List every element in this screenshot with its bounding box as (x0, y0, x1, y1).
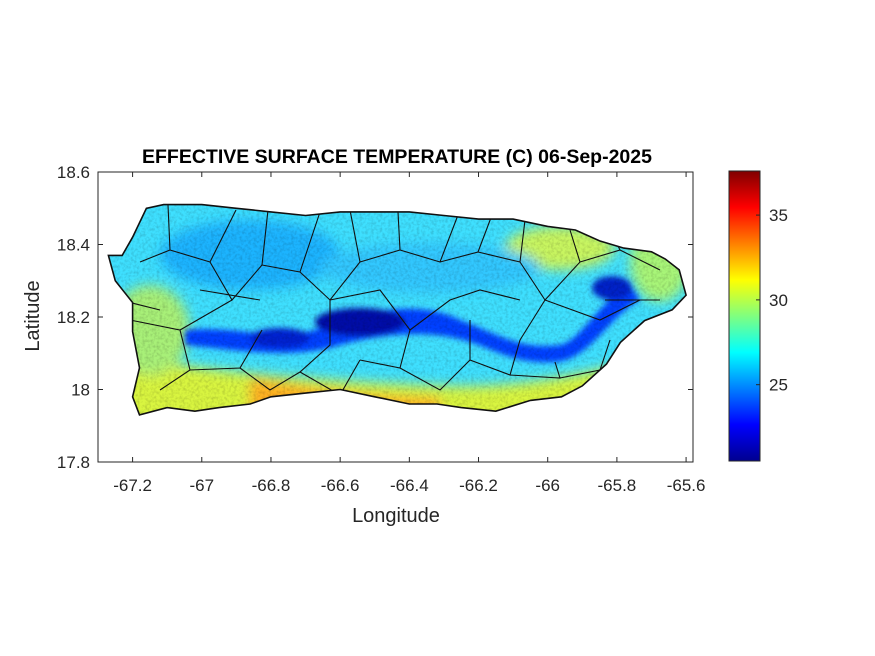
y-tick-label: 18 (71, 381, 90, 400)
y-tick-label: 18.6 (57, 163, 90, 182)
y-tick-label: 18.2 (57, 308, 90, 327)
colorbar-tick-label: 25 (769, 376, 788, 395)
x-tick-label: -66.8 (252, 476, 291, 495)
colorbar-ticks: 25 30 35 (756, 206, 788, 395)
x-axis: -67.2 -67 -66.8 -66.6 -66.4 -66.2 -66 -65.8 -65.… (113, 172, 705, 495)
x-axis-label: Longitude (352, 505, 440, 527)
y-tick-label: 17.8 (57, 453, 90, 472)
x-tick-label: -67.2 (113, 476, 152, 495)
island-outline (107, 203, 687, 416)
y-axis-label: Latitude (22, 280, 44, 351)
colorbar-tick-label: 35 (769, 206, 788, 225)
x-tick-label: -66.6 (321, 476, 360, 495)
y-axis: 17.8 18 18.2 18.4 18.6 (57, 163, 693, 472)
chart-title: EFFECTIVE SURFACE TEMPERATURE (C) 06-Sep… (142, 146, 652, 168)
x-tick-label: -66.2 (459, 476, 498, 495)
x-tick-label: -65.6 (667, 476, 706, 495)
x-tick-label: -66 (535, 476, 560, 495)
x-tick-label: -65.8 (598, 476, 637, 495)
x-tick-label: -66.4 (390, 476, 429, 495)
x-tick-label: -67 (189, 476, 214, 495)
colorbar (728, 170, 761, 462)
y-tick-label: 18.4 (57, 236, 90, 255)
colorbar-tick-label: 30 (769, 291, 788, 310)
